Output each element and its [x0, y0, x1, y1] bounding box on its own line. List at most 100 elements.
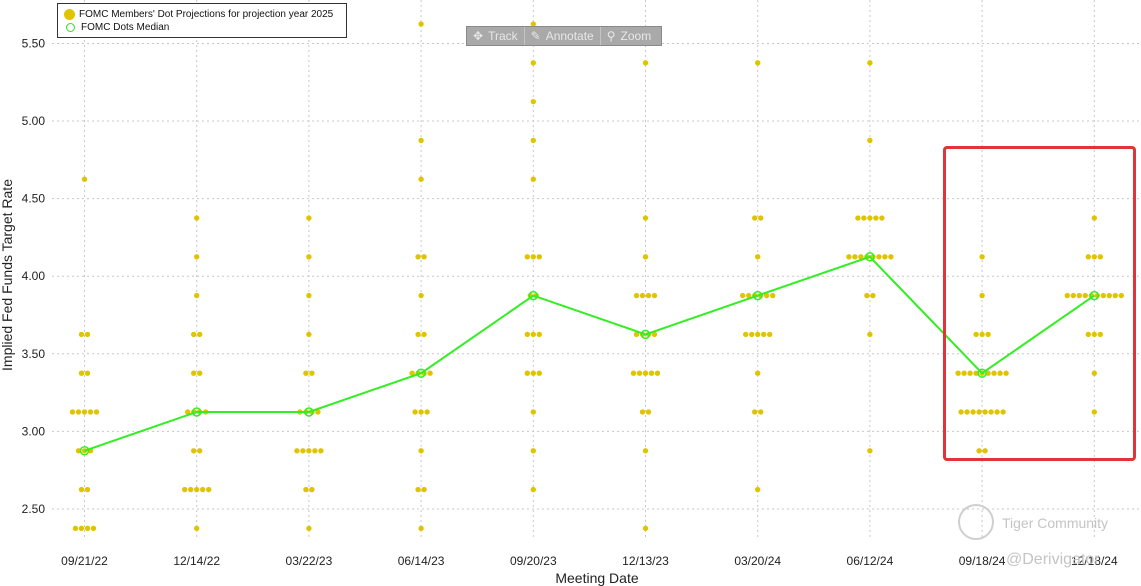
projection-dot	[530, 409, 536, 415]
x-tick-label: 12/18/24	[1071, 554, 1118, 568]
projection-dot	[876, 254, 882, 260]
projection-dot	[415, 331, 421, 338]
projection-dot	[755, 370, 761, 376]
projection-dot	[879, 215, 885, 221]
projection-dot	[642, 254, 649, 260]
projection-dot	[758, 215, 764, 221]
projection-dot	[743, 331, 749, 338]
median-point	[1089, 290, 1100, 301]
projection-dot	[81, 409, 88, 415]
projection-dot	[867, 215, 873, 221]
projection-dot	[755, 254, 761, 260]
y-tick-label: 4.50	[22, 192, 46, 206]
projection-dot	[530, 21, 536, 27]
projection-dot	[93, 409, 100, 415]
projection-dot	[645, 292, 652, 299]
projection-dot	[1091, 331, 1098, 338]
projection-dot	[955, 370, 961, 376]
median-point	[865, 252, 875, 262]
projection-dot	[524, 254, 530, 260]
projection-dot	[421, 331, 427, 338]
projection-dot	[75, 409, 82, 415]
projection-dot	[300, 448, 306, 454]
projection-dot	[870, 292, 876, 299]
projection-dot	[303, 486, 309, 493]
projection-dot	[846, 254, 852, 260]
x-tick-label: 12/14/22	[173, 554, 220, 568]
annotate-label: Annotate	[545, 29, 594, 43]
projection-dot	[524, 370, 530, 376]
projection-dot	[418, 409, 424, 415]
y-tick-label: 5.50	[22, 36, 46, 50]
projection-dot	[982, 448, 988, 454]
projection-dot	[78, 525, 85, 532]
projection-dot	[530, 98, 536, 105]
projection-dot	[979, 254, 985, 260]
x-tick-label: 09/20/23	[510, 554, 557, 568]
projection-dot	[873, 215, 879, 221]
projection-dot	[997, 370, 1003, 376]
projection-dot	[752, 215, 758, 221]
projection-dot	[964, 409, 970, 415]
projection-dot	[642, 370, 649, 376]
projection-dot	[1100, 292, 1107, 299]
projection-dot	[87, 409, 94, 415]
projection-dot	[418, 448, 424, 454]
projection-dot	[530, 486, 536, 493]
projection-dot	[306, 215, 312, 221]
projection-dot	[961, 370, 967, 376]
pencil-icon: ✎	[530, 29, 541, 43]
projection-dot	[1085, 331, 1092, 338]
projection-dot	[530, 254, 536, 260]
green-ring-icon	[66, 23, 75, 32]
chart-legend: FOMC Members' Dot Projections for projec…	[57, 3, 347, 38]
x-tick-label: 03/20/24	[734, 554, 781, 568]
projection-dot	[1000, 409, 1006, 415]
projection-dot	[182, 486, 188, 493]
projection-dot	[206, 486, 212, 493]
projection-dot	[197, 448, 203, 454]
annotate-button[interactable]: ✎ Annotate	[525, 27, 601, 45]
projection-dot	[418, 525, 424, 532]
projection-dot	[642, 525, 649, 532]
projection-dot	[642, 60, 649, 66]
projection-dot	[1097, 331, 1104, 338]
chart-toolbar: ✥ Track ✎ Annotate ⚲ Zoom	[466, 26, 662, 46]
x-tick-label: 06/14/23	[398, 554, 445, 568]
track-button[interactable]: ✥ Track	[467, 27, 525, 45]
x-axis-title: Meeting Date	[555, 570, 638, 586]
projection-dot	[979, 292, 985, 299]
projection-dot	[758, 409, 764, 415]
y-tick-label: 3.50	[22, 347, 46, 361]
zoom-label: Zoom	[620, 29, 652, 43]
median-point	[528, 290, 539, 301]
projection-dot	[985, 331, 991, 338]
projection-dot	[69, 409, 76, 415]
projection-dot	[78, 331, 85, 338]
projection-dot	[654, 370, 661, 376]
projection-dot	[415, 254, 421, 260]
yellow-dot-icon	[64, 9, 75, 20]
projection-dot	[418, 292, 424, 299]
projection-dot	[958, 409, 964, 415]
projection-dot	[1076, 292, 1083, 299]
projection-dot	[1112, 292, 1119, 299]
projection-dot	[888, 254, 894, 260]
projection-dot	[530, 370, 536, 376]
projection-dot	[530, 331, 536, 338]
x-tick-label: 09/18/24	[959, 554, 1006, 568]
y-tick-label: 5.00	[22, 114, 46, 128]
median-point	[79, 446, 90, 456]
projection-dot	[536, 370, 542, 376]
zoom-button[interactable]: ⚲ Zoom	[601, 27, 657, 45]
y-axis-title: Implied Fed Funds Target Rate	[0, 179, 15, 371]
projection-dot	[976, 409, 982, 415]
projection-dot	[191, 331, 197, 338]
projection-dot	[867, 448, 873, 454]
projection-dot	[867, 60, 873, 66]
x-tick-label: 12/13/23	[622, 554, 669, 568]
projection-dot	[81, 176, 88, 182]
projection-dot	[312, 448, 318, 454]
projection-dot	[1097, 254, 1104, 260]
projection-dot	[1106, 292, 1113, 299]
